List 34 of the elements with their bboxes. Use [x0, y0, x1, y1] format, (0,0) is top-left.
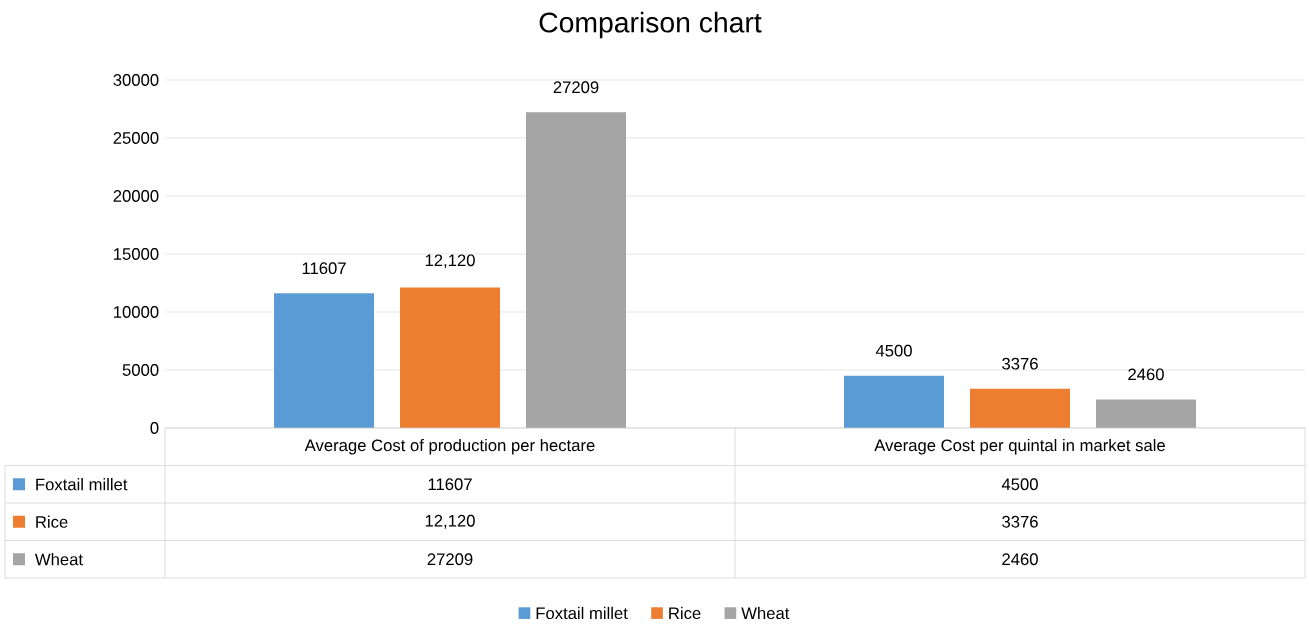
legend-label: Rice [669, 606, 701, 620]
data-label: 2460 [1002, 553, 1038, 566]
text: Rice [36, 515, 68, 528]
bar [970, 388, 1070, 428]
chart-title: Comparison chart [539, 11, 762, 39]
bar [526, 112, 626, 428]
text: 12,120 [425, 254, 475, 269]
data-label: 4500 [1001, 478, 1038, 491]
data-label: 11607 [428, 478, 472, 491]
text: 27209 [553, 81, 599, 94]
legend-label: Wheat [741, 606, 790, 620]
text: Wheat [34, 553, 83, 566]
y-tick-label: 10000 [114, 306, 159, 318]
bar [274, 293, 374, 428]
y-tick-label: 30000 [113, 74, 159, 86]
legend-label: Foxtail millet [36, 478, 128, 491]
data-label: 12,120 [425, 514, 475, 529]
text: 11607 [302, 262, 346, 275]
text: 2460 [1128, 368, 1164, 381]
bar [400, 287, 501, 428]
x-tick-label: Average Cost per quintal in market sale [874, 438, 1165, 455]
data-label: 3376 [1002, 515, 1038, 528]
y-tick-label: 25000 [113, 132, 159, 144]
x-tick-label: Average Cost of production per hectare [304, 438, 595, 455]
y-tick-label: 0 [150, 422, 159, 434]
bar [844, 375, 944, 428]
y-tick-label: 15000 [114, 248, 159, 260]
text: Foxtail millet [536, 606, 628, 620]
text: 3376 [1002, 357, 1038, 370]
y-tick-label: 20000 [113, 190, 159, 202]
data-label: 27209 [427, 553, 473, 566]
y-tick-label: 5000 [122, 364, 159, 376]
text: 4500 [875, 344, 912, 357]
bar [1096, 399, 1196, 428]
